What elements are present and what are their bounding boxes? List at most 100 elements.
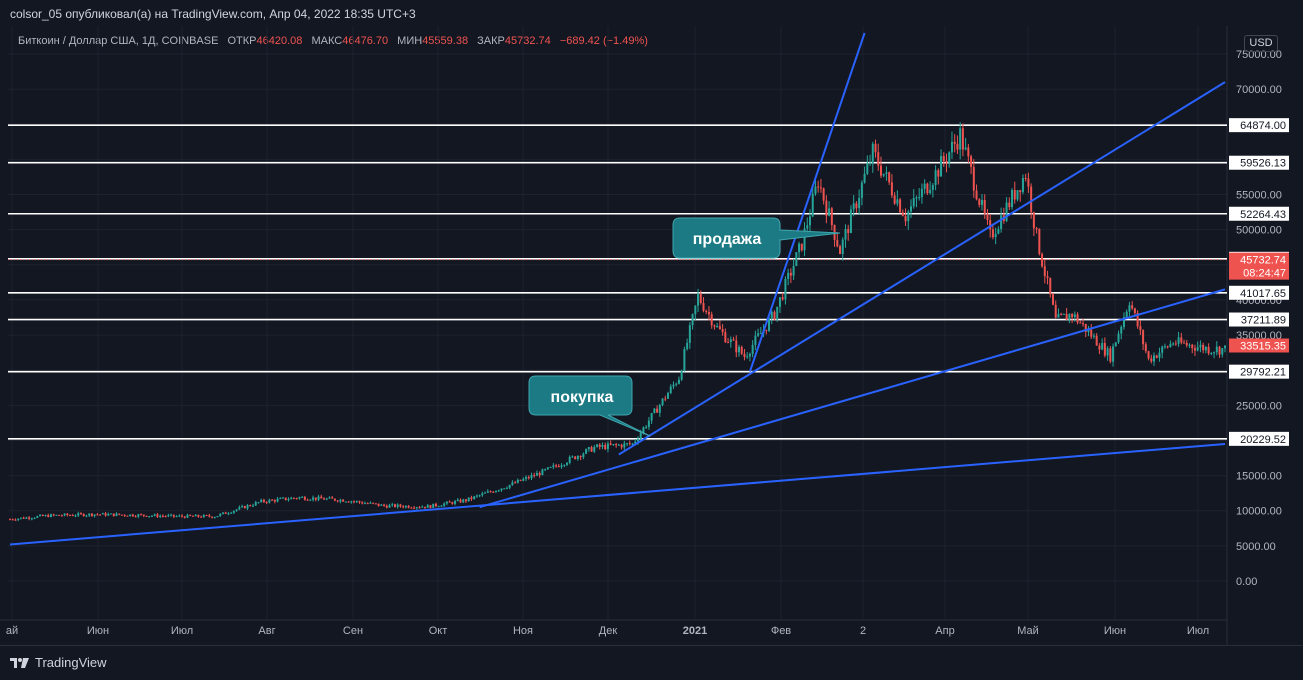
candle-body [25,517,28,519]
candle-body [1038,228,1041,254]
candle-body [718,326,721,330]
currency-badge[interactable]: USD [1244,35,1278,52]
candle-body [855,203,858,209]
candle-body [1008,202,1011,208]
candle-body [60,515,63,517]
price-label-text: 08:24:47 [1243,268,1286,280]
candle-body [90,513,93,516]
price-chart[interactable]: 75000.0070000.0055000.0050000.0040000.00… [0,0,1303,645]
candle-body [672,384,675,387]
candle-body [295,498,298,500]
candle-body [844,229,847,240]
candle-body [658,404,661,413]
candle-body [1016,190,1019,200]
candle-body [322,498,325,500]
publish-info: colsor_05 опубликовал(а) на TradingView.… [10,7,416,21]
candle-body [1106,348,1109,356]
price-label-text: 41017.65 [1240,288,1286,300]
candle-body [456,499,459,501]
candle-body [620,444,623,448]
candle-body [893,195,896,204]
price-label-box [1229,338,1289,353]
close-label: ЗАКР [477,35,505,47]
candle-body [631,443,634,445]
price-label-box [1229,206,1289,221]
candle-body [847,229,850,234]
candle-body [301,496,304,498]
candle-body [1215,346,1218,353]
candle-body [448,501,451,503]
candle-body [44,515,47,517]
candle-body [374,503,377,505]
candle-body [669,386,672,394]
tradingview-logo[interactable]: TradingView [10,655,107,670]
candle-body [426,505,429,508]
candle-body [88,513,91,516]
candle-body [112,513,115,516]
candle-body [904,215,907,222]
candle-body [748,353,751,357]
candle-body [118,513,121,515]
candle-body [814,186,817,194]
candle-body [1098,345,1101,350]
candle-body [743,353,746,357]
candle-body [41,514,44,517]
candle-body [393,504,396,507]
candle-body [459,499,462,503]
price-tick-label: 50000.00 [1236,225,1282,237]
candle-body [175,516,178,518]
candle-body [1062,313,1065,315]
candle-body [757,333,760,336]
grid-lines [8,26,1227,620]
candle-body [11,519,14,521]
candle-body [1071,314,1074,318]
candle-body [383,504,386,506]
candle-body [896,199,899,204]
candle-body [339,499,342,502]
candle-body [230,512,233,514]
candle-body [216,516,219,518]
buy-callout[interactable]: покупка [528,375,651,437]
symbol-legend: Биткоин / Доллар США, 1Д, COINBASE ОТКР4… [18,35,648,47]
candle-body [467,497,470,502]
candle-body [380,504,383,506]
candle-body [120,514,123,516]
price-label-box [1229,252,1289,267]
candle-body [647,420,650,427]
candle-body [156,514,159,517]
candle-body [1196,347,1199,351]
candle-body [391,504,394,506]
candle-body [306,499,309,501]
candle-body [694,305,697,315]
candle-body [221,512,224,514]
candle-body [344,501,347,503]
candle-body [271,499,274,501]
candle-body [489,491,492,493]
footer: TradingView [0,645,1303,680]
price-label-text: 29792.21 [1240,367,1286,379]
candle-body [912,198,915,207]
candle-body [503,488,506,490]
candle-body [361,502,364,504]
price-label-text: 59526.13 [1240,158,1286,170]
candle-body [93,514,96,516]
candle-body [798,243,801,253]
candle-body [956,143,959,150]
candle-body [792,265,795,276]
candle-body [161,515,164,517]
sell-callout[interactable]: продажа [672,217,841,259]
candle-body [978,199,981,205]
candle-body [784,278,787,300]
candle-body [1133,308,1136,314]
candle-body [970,156,973,167]
candle-body [918,197,921,199]
candle-body [593,446,596,452]
price-label-text: 33515.35 [1240,340,1286,352]
candle-body [830,208,833,226]
candle-body [516,479,519,483]
candle-body [1095,335,1098,346]
candle-body [839,246,842,255]
candle-body [85,515,88,517]
candle-body [609,443,612,445]
candle-body [1024,177,1027,179]
